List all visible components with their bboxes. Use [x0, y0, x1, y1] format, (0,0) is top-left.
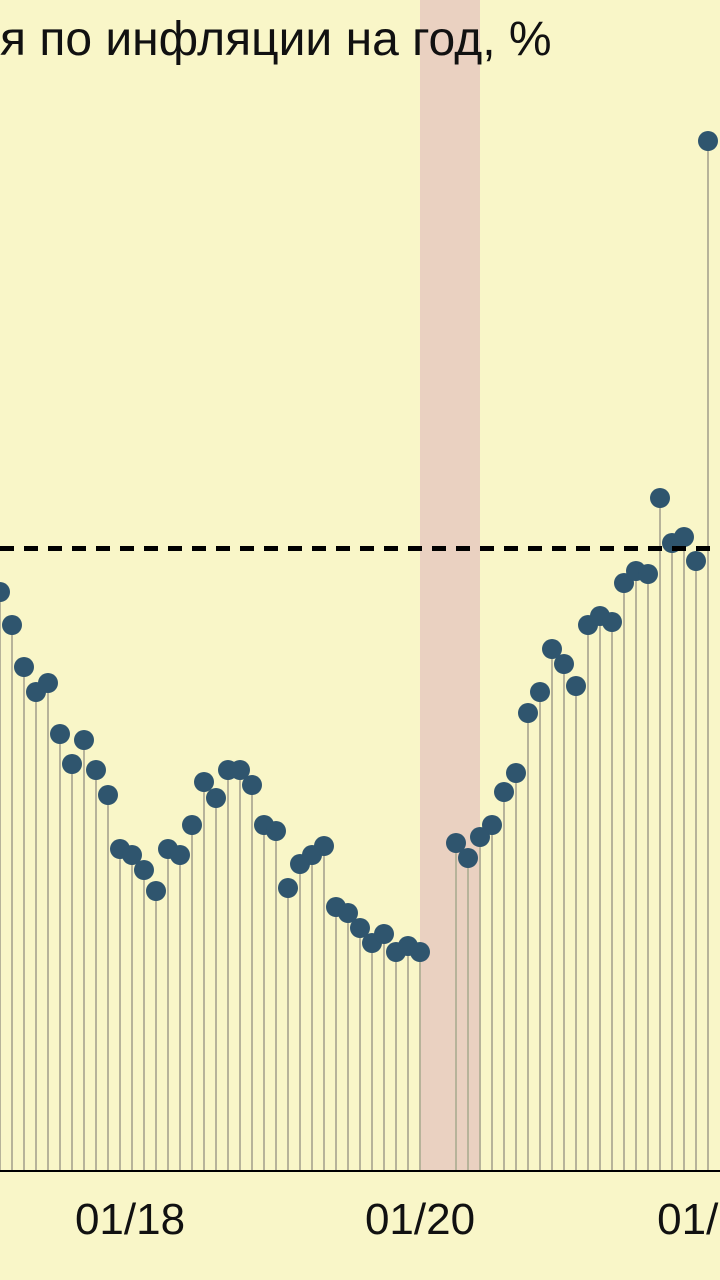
data-point	[518, 703, 538, 723]
data-point	[530, 682, 550, 702]
stem	[311, 855, 313, 1170]
data-point	[374, 924, 394, 944]
stem	[203, 782, 205, 1170]
stem	[659, 498, 661, 1170]
stem	[71, 764, 73, 1170]
data-point	[182, 815, 202, 835]
stem	[287, 888, 289, 1170]
stem	[455, 843, 457, 1170]
stem	[143, 870, 145, 1170]
stem	[467, 858, 469, 1170]
x-tick-label: 01/18	[75, 1195, 185, 1245]
stem	[179, 855, 181, 1170]
data-point	[134, 860, 154, 880]
data-point	[314, 836, 334, 856]
stem	[503, 792, 505, 1170]
data-point	[266, 821, 286, 841]
data-point	[14, 657, 34, 677]
stem	[575, 686, 577, 1170]
stem	[551, 649, 553, 1170]
stem	[155, 891, 157, 1170]
stem	[131, 855, 133, 1170]
data-point	[458, 848, 478, 868]
data-point	[206, 788, 226, 808]
data-point	[242, 775, 262, 795]
stem	[347, 913, 349, 1170]
data-point	[410, 942, 430, 962]
stem	[191, 825, 193, 1170]
stem	[371, 943, 373, 1170]
data-point	[170, 845, 190, 865]
stem	[0, 592, 1, 1170]
data-point	[50, 724, 70, 744]
data-point	[686, 551, 706, 571]
stem	[359, 928, 361, 1170]
chart-title: я по инфляции на год, %	[0, 12, 552, 67]
x-tick-label: 01/2	[657, 1195, 720, 1245]
data-point	[638, 564, 658, 584]
stem	[623, 583, 625, 1170]
stem	[395, 952, 397, 1170]
data-point	[86, 760, 106, 780]
data-point	[602, 612, 622, 632]
stem	[23, 667, 25, 1170]
stem	[527, 713, 529, 1170]
stem	[707, 141, 709, 1170]
stem	[227, 770, 229, 1170]
data-point	[674, 527, 694, 547]
stem	[419, 952, 421, 1170]
data-point	[698, 131, 718, 151]
x-axis-line	[0, 1170, 720, 1172]
stem	[647, 574, 649, 1170]
stem	[635, 571, 637, 1171]
stem	[695, 561, 697, 1170]
stem	[275, 831, 277, 1170]
stem	[587, 625, 589, 1170]
reference-line	[0, 546, 720, 551]
stem	[95, 770, 97, 1170]
data-point	[74, 730, 94, 750]
stem	[539, 692, 541, 1170]
stem	[671, 543, 673, 1170]
stem	[611, 622, 613, 1170]
stem	[683, 537, 685, 1170]
data-point	[650, 488, 670, 508]
data-point	[62, 754, 82, 774]
data-point	[2, 615, 22, 635]
highlight-band	[420, 0, 480, 1170]
stem	[491, 825, 493, 1170]
data-point	[98, 785, 118, 805]
stem	[263, 825, 265, 1170]
stem	[119, 849, 121, 1170]
stem	[239, 770, 241, 1170]
stem	[407, 946, 409, 1170]
stem	[107, 795, 109, 1170]
data-point	[146, 881, 166, 901]
stem	[479, 837, 481, 1170]
x-tick-label: 01/20	[365, 1195, 475, 1245]
inflation-chart: 01/18 01/20 01/2 я по инфляции на год, %	[0, 0, 720, 1280]
stem	[167, 849, 169, 1170]
stem	[215, 798, 217, 1170]
data-point	[566, 676, 586, 696]
data-point	[278, 878, 298, 898]
data-point	[554, 654, 574, 674]
data-point	[506, 763, 526, 783]
stem	[599, 616, 601, 1170]
stem	[335, 907, 337, 1170]
stem	[299, 864, 301, 1170]
stem	[383, 934, 385, 1170]
stem	[59, 734, 61, 1170]
stem	[323, 846, 325, 1170]
stem	[35, 692, 37, 1170]
stem	[47, 683, 49, 1170]
stem	[515, 773, 517, 1170]
data-point	[482, 815, 502, 835]
stem	[563, 664, 565, 1170]
stem	[11, 625, 13, 1170]
stem	[251, 785, 253, 1170]
data-point	[38, 673, 58, 693]
stem	[83, 740, 85, 1170]
data-point	[494, 782, 514, 802]
